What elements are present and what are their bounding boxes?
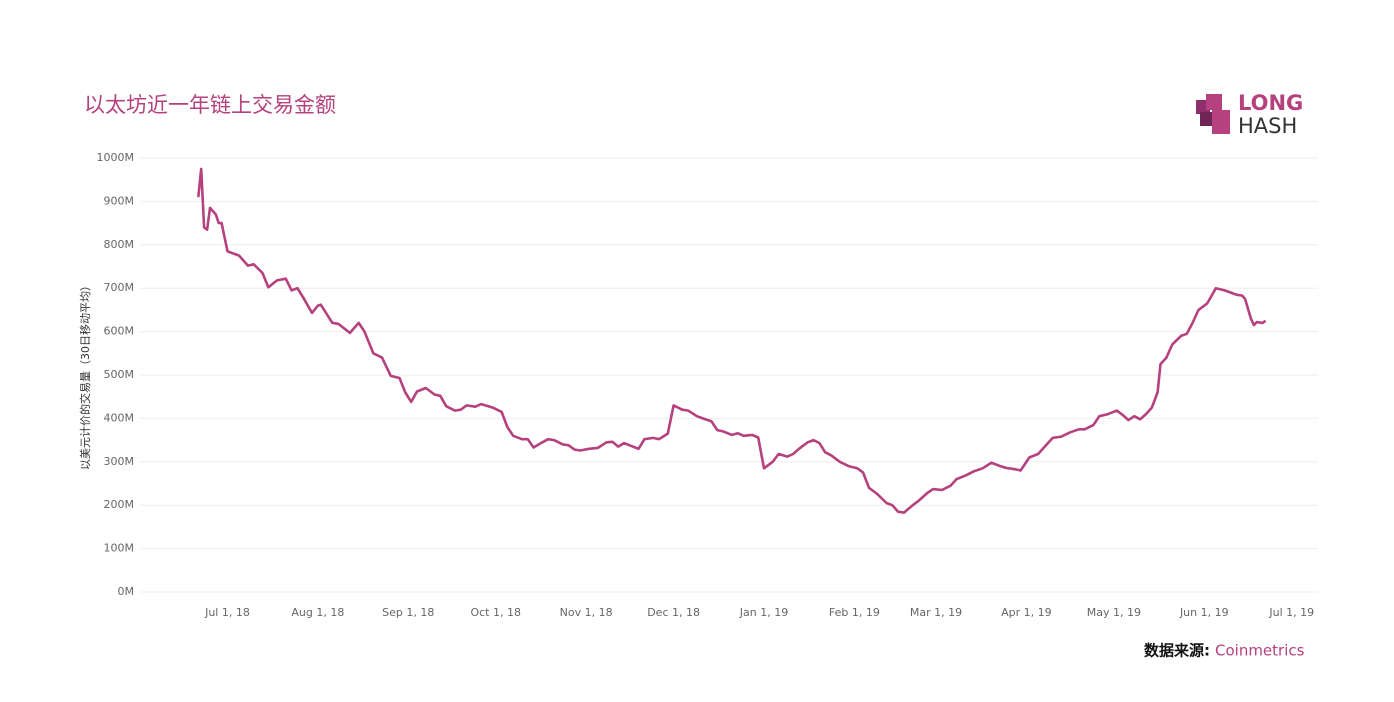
y-tick-label: 400M (104, 411, 135, 424)
y-tick-label: 600M (104, 325, 135, 338)
source-label: 数据来源: (1144, 642, 1210, 660)
y-tick-label: 900M (104, 194, 135, 207)
x-tick-label: May 1, 19 (1087, 606, 1141, 619)
chart-title: 以太坊近一年链上交易金额 (84, 93, 336, 117)
x-tick-label: Jun 1, 19 (1179, 606, 1229, 619)
source-name: Coinmetrics (1215, 642, 1305, 660)
x-tick-label: Mar 1, 19 (910, 606, 962, 619)
data-line (197, 167, 1267, 514)
y-tick-label: 200M (104, 498, 135, 511)
y-tick-label: 300M (104, 455, 135, 468)
y-tick-label: 700M (104, 281, 135, 294)
x-tick-label: Oct 1, 18 (470, 606, 521, 619)
y-tick-label: 500M (104, 368, 135, 381)
x-tick-label: Jul 1, 19 (1268, 606, 1314, 619)
x-tick-label: Nov 1, 18 (560, 606, 613, 619)
y-tick-label: 800M (104, 238, 135, 251)
logo-block (1200, 112, 1214, 126)
x-tick-label: Jul 1, 18 (204, 606, 250, 619)
logo-block (1212, 110, 1230, 134)
logo-text: HASH (1238, 114, 1297, 138)
y-tick-label: 1000M (97, 151, 135, 164)
logo-text: LONG (1238, 91, 1303, 115)
y-tick-label: 100M (104, 542, 135, 555)
x-tick-label: Aug 1, 18 (291, 606, 344, 619)
x-tick-label: Sep 1, 18 (382, 606, 434, 619)
y-axis-label: 以美元计价的交易量（30日移动平均） (78, 280, 92, 470)
logo: LONG HASH (1196, 91, 1303, 138)
x-tick-label: Jan 1, 19 (739, 606, 788, 619)
y-tick-label: 0M (118, 585, 135, 598)
x-tick-label: Dec 1, 18 (647, 606, 700, 619)
logo-block (1206, 94, 1222, 110)
x-tick-label: Feb 1, 19 (829, 606, 880, 619)
x-tick-label: Apr 1, 19 (1001, 606, 1052, 619)
